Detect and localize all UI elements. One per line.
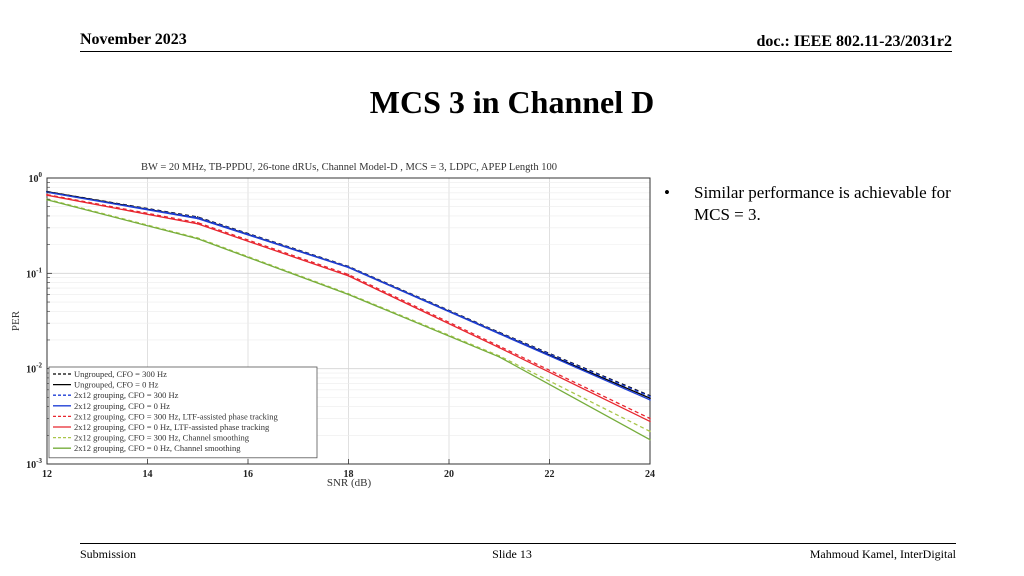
x-tick-label: 22 xyxy=(545,469,555,480)
legend-label: 2x12 grouping, CFO = 300 Hz xyxy=(74,390,179,400)
data-point xyxy=(196,223,199,225)
data-point xyxy=(347,273,350,276)
x-tick-label: 12 xyxy=(42,469,52,480)
x-tick-label: 24 xyxy=(645,469,655,480)
x-tick-label: 14 xyxy=(143,469,153,480)
data-point xyxy=(498,356,501,358)
data-point xyxy=(347,266,350,269)
x-tick-label: 20 xyxy=(444,469,454,480)
data-point xyxy=(196,221,199,224)
legend-label: 2x12 grouping, CFO = 0 Hz, LTF-assisted … xyxy=(74,422,270,432)
legend-label: 2x12 grouping, CFO = 0 Hz xyxy=(74,401,170,411)
x-tick-label: 18 xyxy=(344,469,354,480)
legend-label: 2x12 grouping, CFO = 300 Hz, Channel smo… xyxy=(74,433,250,443)
data-point xyxy=(46,194,48,197)
legend-box xyxy=(48,366,318,459)
legend-label: Ungrouped, CFO = 0 Hz xyxy=(74,380,159,390)
data-point xyxy=(498,333,501,335)
data-point xyxy=(649,397,651,400)
data-point xyxy=(196,217,199,220)
data-point xyxy=(649,399,651,401)
footer-author: Mahmoud Kamel, InterDigital xyxy=(809,547,956,561)
legend-label: 2x12 grouping, CFO = 0 Hz, Channel smoot… xyxy=(74,443,241,453)
y-axis-label: PER xyxy=(10,310,22,331)
footer-slide-number: Slide 13 xyxy=(492,547,532,561)
data-point xyxy=(498,346,501,349)
x-tick-label: 16 xyxy=(243,469,253,480)
data-point xyxy=(649,417,651,420)
legend-label: 2x12 grouping, CFO = 300 Hz, LTF-assiste… xyxy=(74,411,278,421)
series-line-5 xyxy=(46,193,651,420)
header-doc-id: doc.: IEEE 802.11-23/2031r2 xyxy=(756,33,952,50)
data-point xyxy=(649,438,651,441)
header-divider xyxy=(80,51,952,52)
x-axis-label: SNR (dB) xyxy=(327,477,372,489)
bullet-marker: • xyxy=(664,183,670,202)
chart-series xyxy=(46,190,651,441)
data-point xyxy=(649,430,651,433)
header-date: November 2023 xyxy=(80,31,187,48)
footer-divider xyxy=(80,543,956,544)
footer-submission: Submission xyxy=(80,547,137,561)
legend-label: Ungrouped, CFO = 300 Hz xyxy=(74,369,167,379)
data-point xyxy=(649,420,651,423)
data-point xyxy=(347,293,350,296)
per-vs-snr-chart: BW = 20 MHz, TB-PPDU, 26-tone dRUs, Chan… xyxy=(0,150,660,500)
chart-title: BW = 20 MHz, TB-PPDU, 26-tone dRUs, Chan… xyxy=(141,162,557,173)
data-point xyxy=(347,275,350,277)
data-point xyxy=(196,238,199,240)
bullet-text: Similar performance is achievable for MC… xyxy=(694,183,951,224)
slide-title: MCS 3 in Channel D xyxy=(369,84,655,120)
data-point xyxy=(498,345,501,348)
data-point xyxy=(649,395,651,398)
